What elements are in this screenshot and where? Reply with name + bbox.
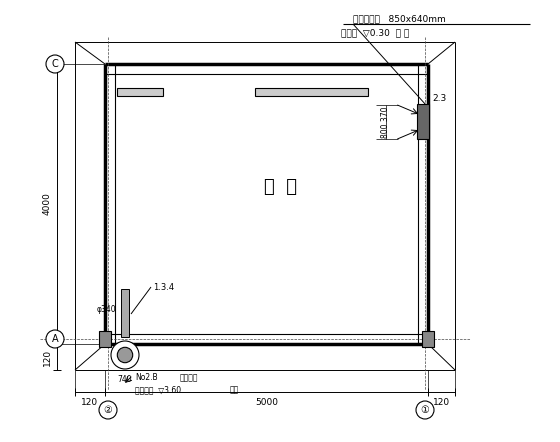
Circle shape (99, 401, 117, 419)
Text: ①: ① (421, 405, 430, 415)
Circle shape (46, 330, 64, 348)
Text: 底标高  ▽0.30  共 个: 底标高 ▽0.30 共 个 (341, 28, 409, 37)
Circle shape (416, 401, 434, 419)
Circle shape (111, 341, 139, 369)
Text: No2.B: No2.B (135, 373, 157, 382)
Text: 740: 740 (117, 375, 132, 384)
Circle shape (46, 55, 64, 73)
Bar (422, 331, 434, 347)
Text: 向下: 向下 (230, 385, 239, 394)
Text: 120: 120 (433, 398, 450, 407)
Text: 泵底标高  ▽3.60: 泵底标高 ▽3.60 (135, 385, 181, 394)
Text: 排风口尺寸   850x640mm: 排风口尺寸 850x640mm (353, 14, 446, 23)
Text: φ340: φ340 (97, 305, 116, 313)
Text: A: A (52, 334, 58, 344)
Bar (255, 88, 368, 96)
Text: C: C (52, 59, 58, 69)
Bar (117, 88, 163, 96)
Circle shape (117, 347, 133, 363)
Text: 泵  房: 泵 房 (264, 178, 296, 196)
Text: 1.3.4: 1.3.4 (153, 282, 174, 292)
Bar (121, 289, 129, 337)
Text: 2.3: 2.3 (432, 94, 446, 103)
Text: 5000: 5000 (255, 398, 278, 407)
Bar (99, 331, 111, 347)
Text: 油泵机组: 油泵机组 (180, 373, 198, 382)
Text: 4000: 4000 (43, 193, 52, 215)
Text: 120: 120 (81, 398, 99, 407)
Text: ②: ② (104, 405, 113, 415)
Text: 120: 120 (43, 348, 52, 366)
Bar (417, 104, 429, 139)
Text: 800 370: 800 370 (381, 106, 390, 138)
